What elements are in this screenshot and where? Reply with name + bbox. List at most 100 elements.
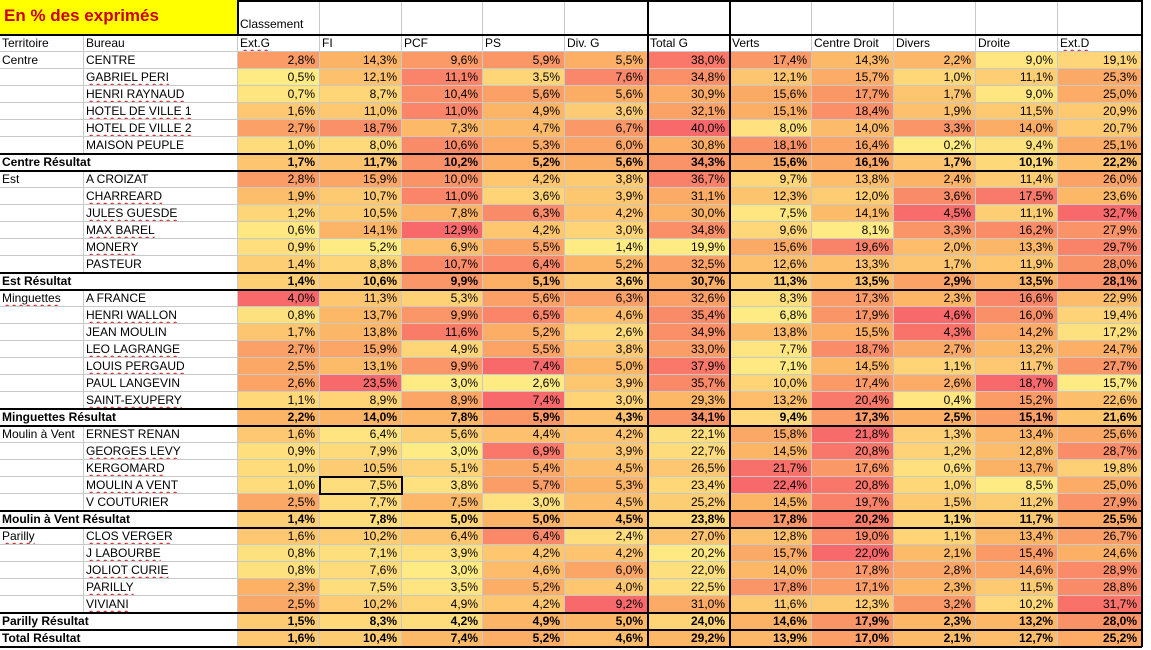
value-cell[interactable]: 10,2% [320, 596, 402, 613]
value-cell[interactable]: 27,0% [648, 528, 730, 545]
value-cell[interactable]: 10,6% [320, 273, 402, 290]
value-cell[interactable]: 13,3% [976, 239, 1058, 256]
value-cell[interactable]: 1,0% [238, 460, 320, 477]
value-cell[interactable]: 18,7% [976, 375, 1058, 392]
value-cell[interactable]: 11,1% [402, 69, 483, 86]
value-cell[interactable]: 4,2% [565, 545, 648, 562]
territoire-cell[interactable] [0, 222, 84, 239]
value-cell[interactable]: 13,9% [730, 630, 812, 647]
value-cell[interactable]: 3,6% [894, 188, 976, 205]
value-cell[interactable]: 8,8% [320, 256, 402, 273]
value-cell[interactable]: 35,4% [648, 307, 730, 324]
value-cell[interactable]: 1,1% [894, 511, 976, 528]
value-cell[interactable]: 20,7% [1058, 120, 1142, 137]
value-cell[interactable]: 1,2% [894, 443, 976, 460]
value-cell[interactable]: 13,1% [320, 358, 402, 375]
value-cell[interactable]: 15,9% [320, 171, 402, 188]
territoire-cell[interactable]: Moulin à Vent [0, 426, 84, 443]
value-cell[interactable]: 5,2% [483, 154, 565, 171]
value-cell[interactable]: 25,0% [1058, 86, 1142, 103]
value-cell[interactable]: 11,2% [976, 494, 1058, 511]
territoire-cell[interactable] [0, 494, 84, 511]
value-cell[interactable]: 5,2% [483, 324, 565, 341]
value-cell[interactable]: 9,6% [402, 52, 483, 69]
value-cell[interactable]: 15,7% [1058, 375, 1142, 392]
column-header[interactable]: Bureau [84, 35, 238, 52]
value-cell[interactable]: 11,7% [976, 358, 1058, 375]
territoire-cell[interactable]: Minguettes [0, 290, 84, 307]
value-cell[interactable]: 14,0% [730, 562, 812, 579]
value-cell[interactable]: 14,3% [812, 52, 894, 69]
value-cell[interactable]: 12,3% [812, 596, 894, 613]
value-cell[interactable]: 7,8% [402, 205, 483, 222]
bureau-cell[interactable]: HENRI RAYNAUD [84, 86, 238, 103]
value-cell[interactable]: 1,6% [238, 630, 320, 647]
column-header[interactable]: PCF [402, 35, 483, 52]
value-cell[interactable]: 6,4% [320, 426, 402, 443]
header-band-cell[interactable] [812, 0, 894, 35]
value-cell[interactable]: 22,1% [648, 426, 730, 443]
value-cell[interactable]: 9,0% [976, 86, 1058, 103]
value-cell[interactable]: 22,0% [648, 562, 730, 579]
value-cell[interactable]: 3,6% [565, 103, 648, 120]
header-band-cell[interactable] [483, 0, 565, 35]
column-header[interactable]: Verts [730, 35, 812, 52]
value-cell[interactable]: 30,9% [648, 86, 730, 103]
value-cell[interactable]: 2,3% [238, 579, 320, 596]
value-cell[interactable]: 25,1% [1058, 137, 1142, 154]
value-cell[interactable]: 11,1% [976, 69, 1058, 86]
value-cell[interactable]: 1,6% [238, 426, 320, 443]
territoire-cell[interactable] [0, 188, 84, 205]
value-cell[interactable]: 2,2% [894, 52, 976, 69]
value-cell[interactable]: 6,3% [483, 205, 565, 222]
value-cell[interactable]: 16,1% [812, 154, 894, 171]
value-cell[interactable]: 6,9% [483, 443, 565, 460]
value-cell[interactable]: 17,8% [812, 562, 894, 579]
bureau-cell[interactable]: CLOS VERGER [84, 528, 238, 545]
value-cell[interactable]: 2,1% [894, 630, 976, 647]
column-header[interactable]: Div. G [565, 35, 648, 52]
value-cell[interactable]: 30,7% [648, 273, 730, 290]
value-cell[interactable]: 11,5% [976, 103, 1058, 120]
value-cell[interactable]: 7,7% [730, 341, 812, 358]
value-cell[interactable]: 17,0% [812, 630, 894, 647]
value-cell[interactable]: 3,0% [402, 375, 483, 392]
value-cell[interactable]: 24,6% [1058, 545, 1142, 562]
territoire-cell[interactable] [0, 324, 84, 341]
total-row-label[interactable]: Total Résultat [0, 630, 238, 647]
value-cell[interactable]: 3,3% [894, 222, 976, 239]
value-cell[interactable]: 1,5% [894, 494, 976, 511]
value-cell[interactable]: 18,7% [812, 341, 894, 358]
territoire-cell[interactable] [0, 579, 84, 596]
value-cell[interactable]: 4,2% [483, 545, 565, 562]
value-cell[interactable]: 32,6% [648, 290, 730, 307]
value-cell[interactable]: 2,7% [238, 341, 320, 358]
value-cell[interactable]: 6,7% [565, 120, 648, 137]
value-cell[interactable]: 23,4% [648, 477, 730, 494]
value-cell[interactable]: 4,7% [483, 120, 565, 137]
value-cell[interactable]: 4,2% [483, 171, 565, 188]
value-cell[interactable]: 32,1% [648, 103, 730, 120]
value-cell[interactable]: 22,7% [648, 443, 730, 460]
value-cell[interactable]: 12,1% [320, 69, 402, 86]
bureau-cell[interactable]: CHARREARD [84, 188, 238, 205]
value-cell[interactable]: 4,2% [483, 222, 565, 239]
value-cell[interactable]: 20,4% [812, 392, 894, 409]
value-cell[interactable]: 11,3% [730, 273, 812, 290]
value-cell[interactable]: 4,6% [483, 562, 565, 579]
value-cell[interactable]: 11,0% [320, 103, 402, 120]
value-cell[interactable]: 3,0% [402, 562, 483, 579]
value-cell[interactable]: 35,7% [648, 375, 730, 392]
value-cell[interactable]: 13,3% [812, 256, 894, 273]
value-cell[interactable]: 28,8% [1058, 579, 1142, 596]
value-cell[interactable]: 16,0% [976, 307, 1058, 324]
value-cell[interactable]: 31,7% [1058, 596, 1142, 613]
value-cell[interactable]: 26,0% [1058, 171, 1142, 188]
value-cell[interactable]: 6,0% [565, 562, 648, 579]
header-band-cell[interactable] [976, 0, 1058, 35]
value-cell[interactable]: 17,4% [812, 375, 894, 392]
bureau-cell[interactable]: PAUL LANGEVIN [84, 375, 238, 392]
value-cell[interactable]: 22,6% [1058, 392, 1142, 409]
territoire-cell[interactable]: Parilly [0, 528, 84, 545]
sheet-title-cell[interactable]: En % des exprimés [0, 0, 238, 35]
